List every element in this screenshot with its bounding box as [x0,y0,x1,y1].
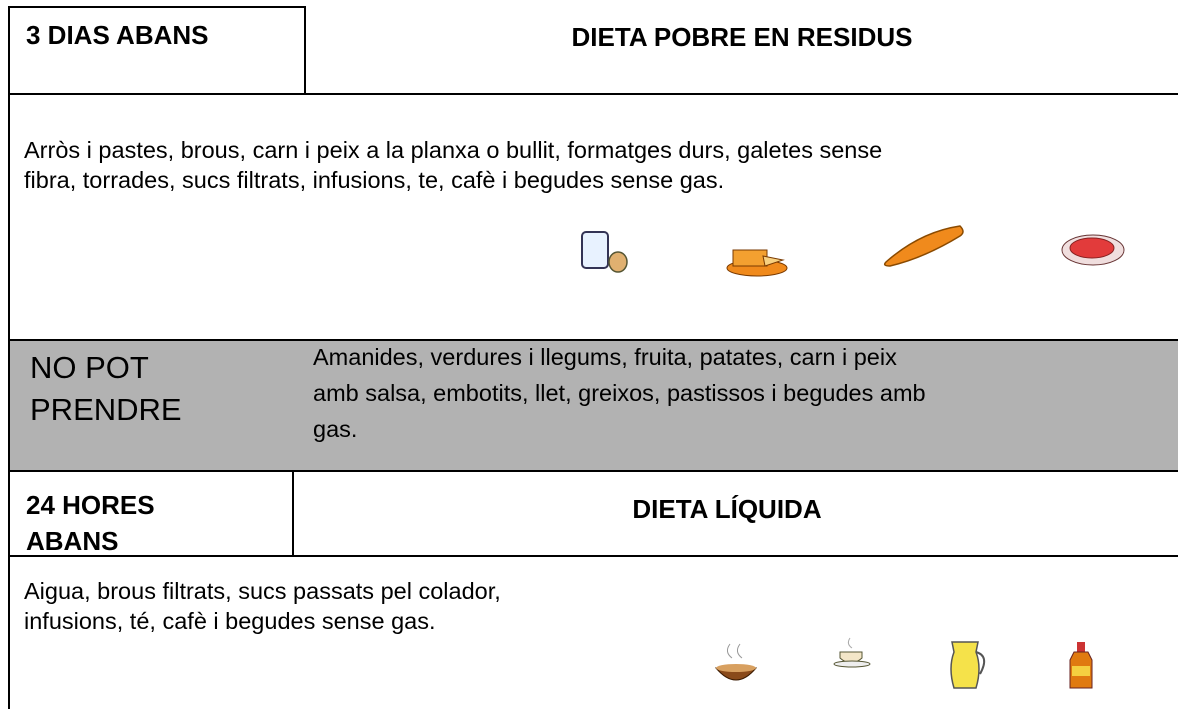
text-line: Arròs i pastes, brous, carn i peix a la … [24,137,883,163]
border [8,6,10,709]
bottle-icon [1069,642,1093,689]
cheese-icon [726,249,788,277]
meat-icon [1061,234,1125,266]
bread-icon [883,225,964,267]
forbidden-band [8,340,1178,471]
label: PRENDRE [30,392,182,427]
label: 24 HORES [26,490,155,520]
coffee-icon [833,637,871,668]
label: 3 DIAS ABANS [26,20,209,50]
text-line: gas. [313,416,358,442]
text-line: infusions, té, cafè i begudes sense gas. [24,608,436,634]
border [8,6,306,8]
text-line: Amanides, verdures i llegums, fruita, pa… [313,344,897,370]
text-line: amb salsa, embotits, llet, greixos, past… [313,380,926,406]
milk-egg-icon [581,231,628,273]
text-line: fibra, torrades, sucs filtrats, infusion… [24,167,725,193]
text-line: Aigua, brous filtrats, sucs passats pel … [24,578,501,604]
border [8,555,1178,557]
title: DIETA POBRE EN RESIDUS [571,22,913,52]
border [304,6,306,94]
border [8,470,1178,472]
soup-icon [714,643,758,681]
label: NO POT [30,350,149,385]
jug-icon [950,641,986,689]
title: DIETA LÍQUIDA [632,494,822,524]
label: ABANS [26,526,119,556]
border [292,471,294,556]
border [8,339,1178,341]
border [8,93,1178,95]
